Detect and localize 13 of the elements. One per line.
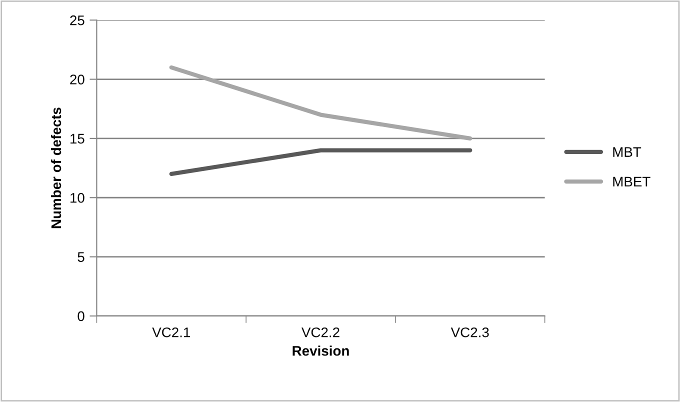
y-tick-label: 25 xyxy=(70,15,84,26)
x-tick-label: VC2.2 xyxy=(302,327,340,338)
x-tick-label: VC2.1 xyxy=(152,327,190,338)
legend-label: MBT xyxy=(613,147,642,157)
y-tick-label: 15 xyxy=(70,134,84,144)
y-tick-label: 10 xyxy=(70,192,84,203)
y-tick-label: 20 xyxy=(70,74,84,84)
legend-label: MBET xyxy=(613,176,650,186)
y-axis-title: Number of defects xyxy=(50,108,62,228)
y-tick-label: 5 xyxy=(78,252,84,262)
x-tick-label: VC2.3 xyxy=(450,327,489,338)
x-axis-title: Revision xyxy=(292,346,349,356)
y-tick-label: 0 xyxy=(78,311,84,322)
